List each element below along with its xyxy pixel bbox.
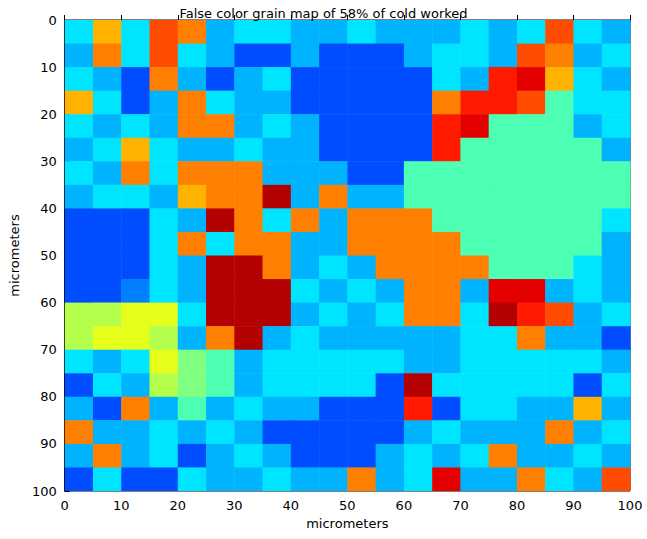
svg-text:40: 40 — [283, 498, 300, 513]
svg-text:20: 20 — [40, 107, 57, 122]
svg-text:90: 90 — [40, 436, 57, 451]
svg-text:0: 0 — [48, 13, 56, 28]
svg-text:10: 10 — [113, 498, 130, 513]
svg-text:60: 60 — [40, 295, 57, 310]
svg-text:20: 20 — [169, 498, 186, 513]
svg-text:80: 80 — [509, 498, 526, 513]
svg-text:30: 30 — [40, 154, 57, 169]
svg-text:70: 70 — [40, 342, 57, 357]
svg-text:60: 60 — [396, 498, 413, 513]
svg-text:80: 80 — [40, 389, 57, 404]
svg-text:10: 10 — [40, 60, 57, 75]
svg-text:50: 50 — [339, 498, 356, 513]
svg-text:90: 90 — [565, 498, 582, 513]
svg-text:False color grain map of 58% o: False color grain map of 58% of cold wor… — [179, 6, 467, 21]
svg-text:100: 100 — [32, 484, 57, 499]
svg-text:50: 50 — [40, 248, 57, 263]
svg-text:micrometers: micrometers — [7, 214, 22, 297]
svg-text:70: 70 — [452, 498, 469, 513]
svg-text:micrometers: micrometers — [306, 516, 389, 531]
svg-text:0: 0 — [61, 498, 69, 513]
svg-text:100: 100 — [618, 498, 643, 513]
svg-text:30: 30 — [226, 498, 243, 513]
svg-text:40: 40 — [40, 201, 57, 216]
